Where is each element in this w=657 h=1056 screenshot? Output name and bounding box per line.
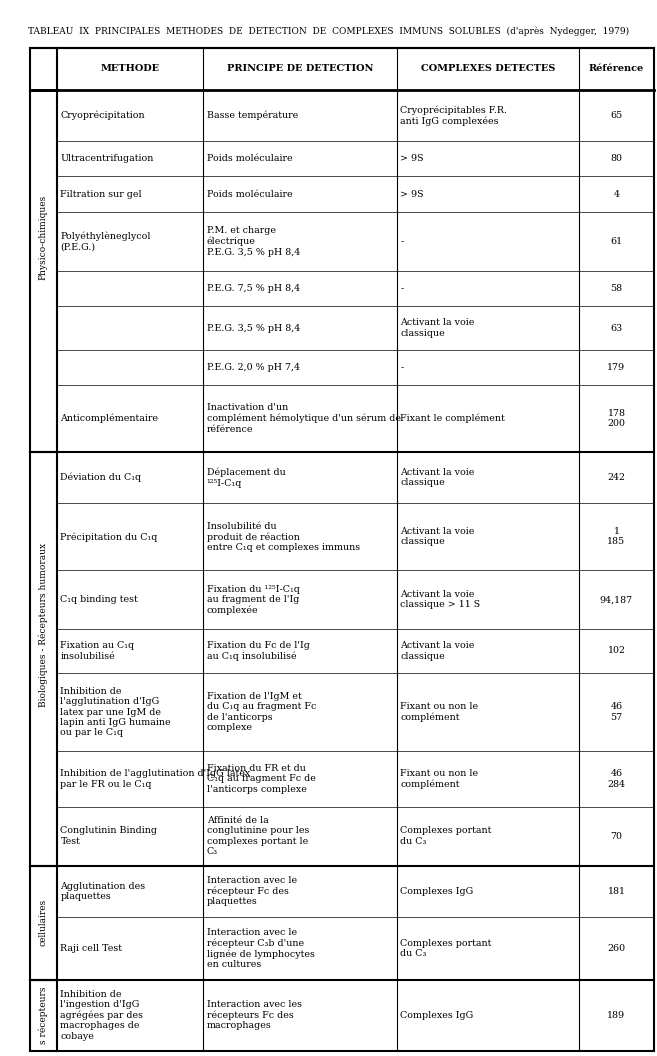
Text: Fixant ou non le
complément: Fixant ou non le complément xyxy=(401,702,478,722)
Text: 242: 242 xyxy=(608,473,625,483)
Text: P.E.G. 7,5 % pH 8,4: P.E.G. 7,5 % pH 8,4 xyxy=(206,284,300,294)
Text: Physico-chimiques: Physico-chimiques xyxy=(39,194,48,280)
Text: Polyéthylèneglycol
(P.E.G.): Polyéthylèneglycol (P.E.G.) xyxy=(60,231,151,251)
Text: Déplacement du
¹²⁵I-C₁q: Déplacement du ¹²⁵I-C₁q xyxy=(206,468,285,488)
Text: Fixation au C₁q
insolubilisé: Fixation au C₁q insolubilisé xyxy=(60,641,135,661)
Text: Interaction avec le
récepteur Fc des
plaquettes: Interaction avec le récepteur Fc des pla… xyxy=(206,876,297,906)
Text: Fixant le complément: Fixant le complément xyxy=(401,414,505,423)
Text: Insolubilité du
produit de réaction
entre C₁q et complexes immuns: Insolubilité du produit de réaction entr… xyxy=(206,522,360,552)
Text: s récepteurs: s récepteurs xyxy=(39,986,48,1044)
Text: 70: 70 xyxy=(610,831,622,841)
Text: Fixant ou non le
complément: Fixant ou non le complément xyxy=(401,769,478,789)
Text: P.E.G. 3,5 % pH 8,4: P.E.G. 3,5 % pH 8,4 xyxy=(206,323,300,333)
Text: 260: 260 xyxy=(607,944,625,953)
Text: Interaction avec le
récepteur C₃b d'une
lignée de lymphocytes
en cultures: Interaction avec le récepteur C₃b d'une … xyxy=(206,927,315,969)
Text: METHODE: METHODE xyxy=(101,64,160,73)
Text: 179: 179 xyxy=(607,363,625,372)
Text: 94,187: 94,187 xyxy=(600,596,633,604)
Text: Cryoprécipitation: Cryoprécipitation xyxy=(60,111,145,120)
Text: Complexes IgG: Complexes IgG xyxy=(401,887,474,895)
Text: Fixation du ¹²⁵I-C₁q
au fragment de l'Ig
complexée: Fixation du ¹²⁵I-C₁q au fragment de l'Ig… xyxy=(206,585,300,615)
Text: Poids moléculaire: Poids moléculaire xyxy=(206,154,292,164)
Text: Inhibition de
l'ingestion d'IgG
agrégées par des
macrophages de
cobaye: Inhibition de l'ingestion d'IgG agrégées… xyxy=(60,989,143,1041)
Text: > 9S: > 9S xyxy=(401,190,424,199)
Text: Complexes portant
du C₃: Complexes portant du C₃ xyxy=(401,827,492,846)
Text: -: - xyxy=(401,284,404,294)
Text: Raji cell Test: Raji cell Test xyxy=(60,944,122,953)
Text: Cryoprécipitables F.R.
anti IgG complexées: Cryoprécipitables F.R. anti IgG complexé… xyxy=(401,106,507,126)
Text: 178
200: 178 200 xyxy=(608,409,625,429)
Text: Filtration sur gel: Filtration sur gel xyxy=(60,190,142,199)
Text: Basse température: Basse température xyxy=(206,111,298,120)
Text: 65: 65 xyxy=(610,111,623,120)
Text: Précipitation du C₁q: Précipitation du C₁q xyxy=(60,532,158,542)
Text: 58: 58 xyxy=(610,284,622,294)
Text: P.E.G. 2,0 % pH 7,4: P.E.G. 2,0 % pH 7,4 xyxy=(206,363,300,372)
Text: Poids moléculaire: Poids moléculaire xyxy=(206,190,292,199)
Text: 63: 63 xyxy=(610,323,623,333)
Text: Inhibition de
l'agglutination d'IgG
latex par une IgM de
lapin anti IgG humaine
: Inhibition de l'agglutination d'IgG late… xyxy=(60,686,171,737)
Text: Complexes IgG: Complexes IgG xyxy=(401,1011,474,1020)
Text: Biologiques - Récepteurs humoraux: Biologiques - Récepteurs humoraux xyxy=(39,544,48,708)
Text: COMPLEXES DETECTES: COMPLEXES DETECTES xyxy=(421,64,555,73)
Text: Activant la voie
classique: Activant la voie classique xyxy=(401,527,475,546)
Text: 102: 102 xyxy=(608,646,625,656)
Text: Fixation de l'IgM et
du C₁q au fragment Fc
de l'anticorps
complexe: Fixation de l'IgM et du C₁q au fragment … xyxy=(206,692,316,732)
Text: Activant la voie
classique: Activant la voie classique xyxy=(401,318,475,338)
Text: Activant la voie
classique: Activant la voie classique xyxy=(401,641,475,661)
Text: Affinité de la
conglutinine pour les
complexes portant le
C₃: Affinité de la conglutinine pour les com… xyxy=(206,816,309,856)
Text: -: - xyxy=(401,237,404,246)
Text: Inactivation d'un
complément hémolytique d'un sérum de
référence: Inactivation d'un complément hémolytique… xyxy=(206,403,401,434)
Text: Interaction avec les
récepteurs Fc des
macrophages: Interaction avec les récepteurs Fc des m… xyxy=(206,1000,302,1031)
Text: 189: 189 xyxy=(607,1011,625,1020)
Text: P.M. et charge
électrique
P.E.G. 3,5 % pH 8,4: P.M. et charge électrique P.E.G. 3,5 % p… xyxy=(206,226,300,257)
Text: 1
185: 1 185 xyxy=(607,527,625,546)
Text: Référence: Référence xyxy=(589,64,644,73)
Text: 61: 61 xyxy=(610,237,622,246)
Text: Fixation du Fc de l'Ig
au C₁q insolubilisé: Fixation du Fc de l'Ig au C₁q insolubili… xyxy=(206,641,309,661)
Text: > 9S: > 9S xyxy=(401,154,424,164)
Text: 46
57: 46 57 xyxy=(610,702,622,721)
Text: cellulaires: cellulaires xyxy=(39,899,48,946)
Text: Complexes portant
du C₃: Complexes portant du C₃ xyxy=(401,939,492,958)
Text: Conglutinin Binding
Test: Conglutinin Binding Test xyxy=(60,827,158,846)
Text: -: - xyxy=(401,363,404,372)
Text: TABLEAU  IX  PRINCIPALES  METHODES  DE  DETECTION  DE  COMPLEXES  IMMUNS  SOLUBL: TABLEAU IX PRINCIPALES METHODES DE DETEC… xyxy=(28,26,629,36)
Text: Fixation du FR et du
C₁q au fragment Fc de
l'anticorps complexe: Fixation du FR et du C₁q au fragment Fc … xyxy=(206,765,315,794)
Text: Activant la voie
classique: Activant la voie classique xyxy=(401,468,475,488)
Text: Activant la voie
classique > 11 S: Activant la voie classique > 11 S xyxy=(401,590,481,609)
Text: 181: 181 xyxy=(608,887,625,895)
Text: 4: 4 xyxy=(614,190,620,199)
Text: Déviation du C₁q: Déviation du C₁q xyxy=(60,473,141,483)
Text: PRINCIPE DE DETECTION: PRINCIPE DE DETECTION xyxy=(227,64,373,73)
Text: Inhibition de l'agglutination d'IgG latex
par le FR ou le C₁q: Inhibition de l'agglutination d'IgG late… xyxy=(60,769,251,789)
Text: 46
284: 46 284 xyxy=(608,769,625,789)
Text: Agglutination des
plaquettes: Agglutination des plaquettes xyxy=(60,882,146,901)
Text: 80: 80 xyxy=(610,154,622,164)
Text: C₁q binding test: C₁q binding test xyxy=(60,596,138,604)
Text: Ultracentrifugation: Ultracentrifugation xyxy=(60,154,154,164)
Text: Anticomplémentaire: Anticomplémentaire xyxy=(60,414,158,423)
